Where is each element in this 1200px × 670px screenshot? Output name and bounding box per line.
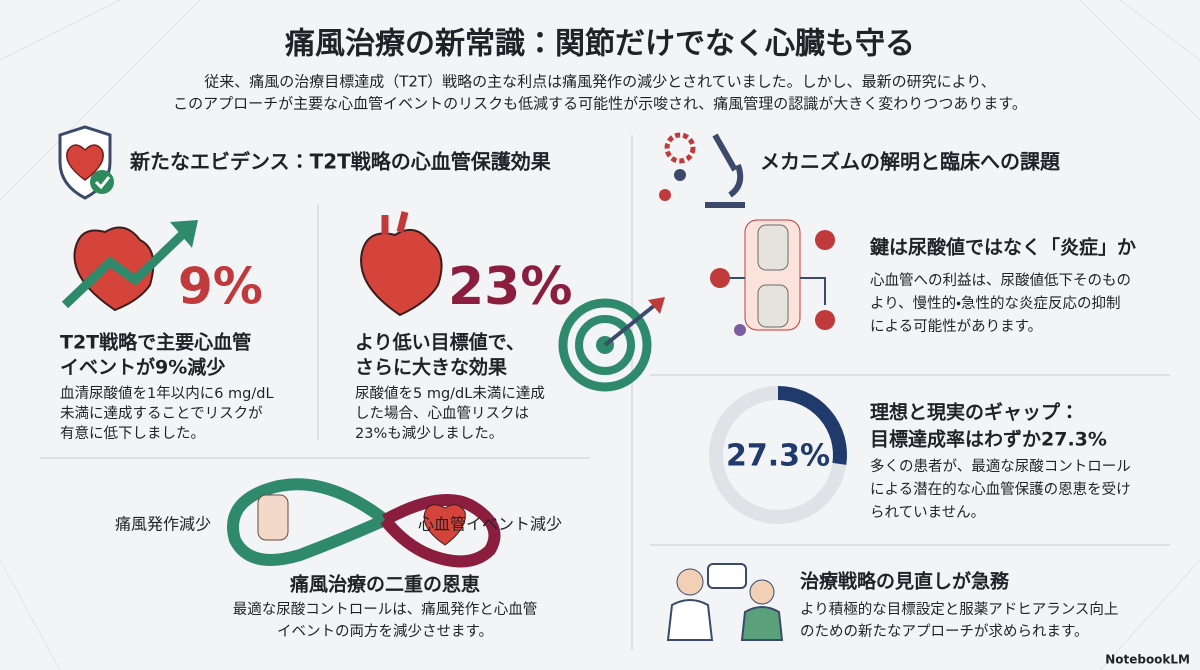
card-title: イベントが9%減少 xyxy=(60,356,225,379)
item-body: による可能性があります。 xyxy=(870,318,1042,335)
card-body: 血清尿酸値を1年以内に6 mg/dL xyxy=(60,385,274,402)
card-title: さらに大きな効果 xyxy=(355,356,507,379)
item-body: られていません。 xyxy=(870,504,985,521)
card-body: 尿酸値を5 mg/dL未満に達成 xyxy=(355,385,545,402)
item-title: 目標達成率はわずか27.3% xyxy=(870,428,1107,451)
item-body: による潜在的な心血管保護の恩恵を受け xyxy=(870,480,1131,498)
donut-arc xyxy=(777,386,847,465)
doctor-patient-icon xyxy=(666,563,784,641)
item-body: 心血管への利益は、尿酸値低下そのもの xyxy=(870,271,1131,289)
watermark: NotebookLM xyxy=(1105,653,1190,667)
item-body: より、慢性的・急性的な炎症反応の抑制 xyxy=(870,295,1121,312)
heart-icon xyxy=(360,211,443,317)
section-heading: メカニズムの解明と臨床への課題 xyxy=(760,150,1061,174)
shield-heart-icon xyxy=(58,125,114,200)
card-body: 23%も減少しました。 xyxy=(355,425,503,442)
card-title: より低い目標値で、 xyxy=(355,331,525,354)
infinity-icon xyxy=(227,478,501,568)
card-body: 有意に低下しました。 xyxy=(60,425,205,442)
joint-icon xyxy=(710,219,835,336)
subtitle-line: このアプローチが主要な心血管イベントのリスクも低減する可能性が示唆され、痛風管理… xyxy=(173,95,1027,113)
section-heading: 新たなエビデンス：T2T戦略の心血管保護効果 xyxy=(129,150,551,174)
item-title: 理想と現実のギャップ： xyxy=(870,401,1079,424)
title: 痛風治療の新常識：関節だけでなく心臓も守る xyxy=(285,27,915,62)
section-title: 痛風治療の二重の恩恵 xyxy=(289,573,480,596)
item-body: のための新たなアプローチが求められます。 xyxy=(800,623,1089,640)
stat: 9% xyxy=(178,258,263,316)
item-title: 治療戦略の見直しが急務 xyxy=(800,570,1010,593)
target-icon xyxy=(558,297,665,392)
lab-icon xyxy=(659,132,745,208)
card-title: T2T戦略で主要心血管 xyxy=(60,331,251,354)
item-body: より積極的な目標設定と服薬アドヒアランス向上 xyxy=(800,601,1118,618)
loop-label: 痛風発作減少 xyxy=(115,515,211,534)
card-body: した場合、心血管リスクは xyxy=(355,404,529,422)
card-body: 未満に達成することでリスクが xyxy=(60,405,263,422)
item-body: 多くの患者が、最適な尿酸コントロール xyxy=(870,457,1131,475)
subtitle-line: 従来、痛風の治療目標達成（T2T）戦略の主な利点は痛風発作の減少とされていました… xyxy=(204,73,996,91)
stat: 23% xyxy=(448,257,572,317)
donut-label: 27.3% xyxy=(726,439,830,474)
loop-label: 心血管イベント減少 xyxy=(418,515,562,534)
item-title: 鍵は尿酸値ではなく「炎症」か xyxy=(869,236,1136,259)
heart-arrow-icon xyxy=(61,220,198,312)
section-body: 最適な尿酸コントロールは、痛風発作と心血管 xyxy=(233,600,538,618)
section-body: イベントの両方を減少させます。 xyxy=(277,623,493,640)
